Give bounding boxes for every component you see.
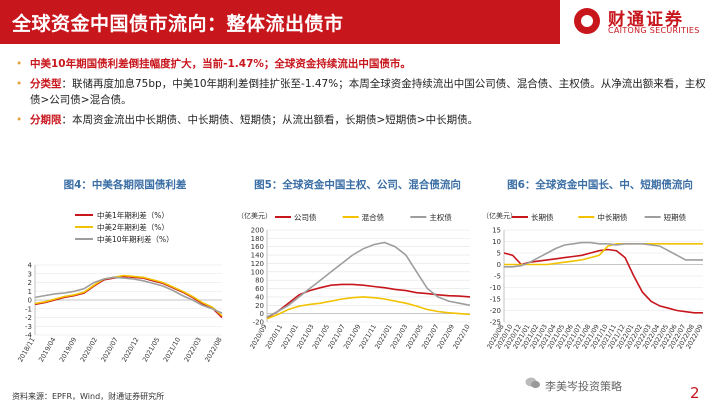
y-tick-label: -3 bbox=[25, 323, 32, 331]
legend-label: 公司债 bbox=[294, 212, 317, 222]
series-line-1 bbox=[266, 283, 471, 319]
y-tick-label: 20 bbox=[255, 302, 264, 310]
series-line-3 bbox=[266, 241, 471, 318]
page-title: 全球资金中国债市流向：整体流出债市 bbox=[12, 13, 344, 35]
y-tick-label: -20 bbox=[253, 319, 264, 327]
y-tick-label: 2 bbox=[28, 279, 32, 287]
legend-label: 中长期债 bbox=[597, 212, 627, 222]
y-tick-label: 0 bbox=[28, 297, 32, 305]
series-line-2 bbox=[34, 274, 223, 317]
legend-label: 中美1年期利差（%） bbox=[97, 210, 169, 220]
header: 全球资金中国债市流向：整体流出债市 财通证券 CAITONG SECURITIE… bbox=[0, 0, 720, 44]
bullet-list: 中美10年期国债利差倒挂幅度扩大，当前-1.47%；全球资金持续流出中国债市。 … bbox=[16, 56, 706, 132]
y-tick-label: -25 bbox=[490, 319, 501, 327]
chart-6-svg: （亿美元）151050-5-10-15-20-252020/082020/102… bbox=[482, 211, 705, 350]
bullet-text: ：联储再度加息75bp，中美10年期利差倒挂扩张至-1.47%；本周全球资金持续… bbox=[30, 78, 706, 106]
series-line-2 bbox=[504, 242, 703, 266]
y-tick-label: -10 bbox=[490, 284, 501, 292]
y-tick-label: -2 bbox=[25, 314, 32, 322]
bullet-text: ：本周资金流出中长期债、中长期债、短期债；从流出额看，长期债>短期债>中长期债。 bbox=[61, 114, 479, 126]
bullet-item: 中美10年期国债利差倒挂幅度扩大，当前-1.47%；全球资金持续流出中国债市。 bbox=[16, 56, 706, 72]
series-line-2 bbox=[266, 296, 471, 320]
y-tick-label: 1 bbox=[28, 288, 32, 296]
y-axis-label: （亿美元） bbox=[237, 211, 272, 220]
y-tick-label: 140 bbox=[251, 252, 264, 260]
y-tick-label: -1 bbox=[25, 305, 32, 313]
y-tick-label: 15 bbox=[492, 227, 501, 235]
legend-label: 中美2年期利差（%） bbox=[97, 222, 169, 232]
y-tick-label: -5 bbox=[494, 273, 501, 281]
chart-title-5: 图5：全球资金中国主权、公司、混合债流向 bbox=[254, 179, 461, 191]
logo-circle-icon bbox=[574, 8, 600, 34]
y-tick-label: 40 bbox=[255, 293, 264, 301]
y-tick-label: 120 bbox=[251, 260, 264, 268]
y-tick-label: 5 bbox=[497, 250, 501, 258]
x-tick-label: 2022/03 bbox=[183, 336, 203, 363]
y-tick-label: 80 bbox=[255, 277, 264, 285]
legend-label: 中美10年期利差（%） bbox=[97, 234, 174, 244]
x-tick-label: 2022/08 bbox=[203, 336, 223, 363]
x-tick-label: 2021/10 bbox=[162, 336, 182, 363]
source-note: 资料来源：EPFR，Wind，财通证券研究所 bbox=[12, 392, 165, 401]
series-line-1 bbox=[503, 248, 703, 314]
page-number: 2 bbox=[690, 384, 700, 402]
y-tick-label: 100 bbox=[251, 268, 264, 276]
x-tick-label: 2019/04 bbox=[37, 336, 57, 363]
y-tick-label: -15 bbox=[490, 296, 501, 304]
legend-label: 混合债 bbox=[362, 212, 385, 222]
legend-label: 短期债 bbox=[664, 212, 687, 222]
bullet-text: 中美10年期国债利差倒挂幅度扩大，当前-1.47%；全球资金持续流出中国债市。 bbox=[30, 58, 411, 70]
x-tick-label: 2020/12 bbox=[120, 336, 140, 363]
y-tick-label: 0 bbox=[497, 261, 501, 269]
y-tick-label: 160 bbox=[251, 243, 264, 251]
wechat-icon bbox=[525, 377, 540, 389]
y-tick-label: -4 bbox=[25, 332, 33, 340]
y-tick-label: 10 bbox=[492, 238, 501, 246]
y-axis-label: （亿美元） bbox=[482, 211, 517, 220]
y-tick-label: 0 bbox=[260, 310, 264, 318]
legend-label: 长期债 bbox=[531, 212, 554, 222]
x-tick-label: 2020/07 bbox=[99, 336, 119, 363]
x-tick-label: 2020/02 bbox=[79, 336, 99, 363]
bullet-lead: 分期限 bbox=[30, 114, 62, 126]
chart-title-6: 图6：全球资金中国长、中、短期债流向 bbox=[507, 179, 693, 191]
bullet-item: 分期限：本周资金流出中长期债、中长期债、短期债；从流出额看，长期债>短期债>中长… bbox=[16, 112, 706, 128]
logo-text-en: CAITONG SECURITIES bbox=[608, 26, 700, 35]
y-tick-label: 200 bbox=[251, 227, 264, 235]
x-tick-label: 2021/05 bbox=[141, 336, 161, 363]
series-line-3 bbox=[34, 276, 223, 314]
legend-label: 主权债 bbox=[429, 212, 452, 222]
logo-text-cn: 财通证券 bbox=[608, 10, 684, 30]
title-bar: 全球资金中国债市流向：整体流出债市 bbox=[0, 0, 560, 44]
series-line-3 bbox=[504, 241, 703, 268]
chart-title-4: 图4：中美各期限国债利差 bbox=[63, 179, 187, 191]
x-tick-label: 2018/11 bbox=[16, 336, 36, 363]
y-tick-label: 3 bbox=[28, 270, 32, 278]
bullet-item: 分类型：联储再度加息75bp，中美10年期利差倒挂扩张至-1.47%；本周全球资… bbox=[16, 76, 706, 108]
watermark: 李美岑投资策略 bbox=[545, 380, 622, 393]
chart-5-svg: （亿美元）200180160140120100806040200-202020/… bbox=[237, 211, 472, 350]
y-tick-label: -20 bbox=[490, 307, 501, 315]
y-tick-label: 180 bbox=[251, 235, 264, 243]
x-tick-label: 2019/09 bbox=[58, 336, 78, 363]
bullet-lead: 分类型 bbox=[30, 78, 62, 90]
y-tick-label: 4 bbox=[28, 262, 33, 270]
company-logo: 财通证券 CAITONG SECURITIES bbox=[568, 4, 718, 40]
y-tick-label: 60 bbox=[255, 285, 264, 293]
